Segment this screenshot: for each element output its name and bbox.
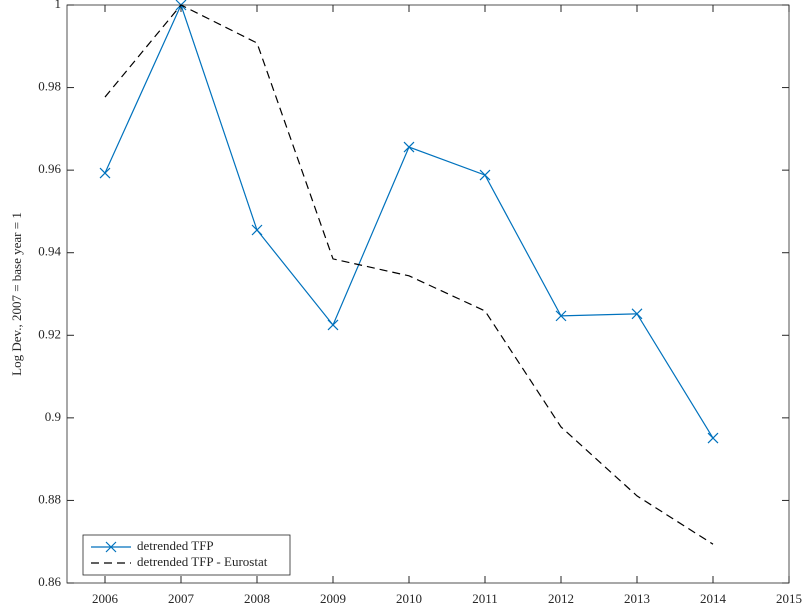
x-tick-label: 2007	[168, 591, 195, 606]
marker	[479, 169, 491, 181]
legend-marker	[105, 541, 117, 553]
x-tick-label: 2010	[396, 591, 422, 606]
y-tick-label: 0.9	[45, 409, 61, 424]
marker	[555, 310, 567, 322]
x-tick-label: 2008	[244, 591, 270, 606]
x-tick-label: 2006	[92, 591, 119, 606]
x-tick-label: 2015	[776, 591, 802, 606]
x-tick-label: 2011	[472, 591, 498, 606]
y-tick-label: 1	[55, 0, 62, 11]
y-tick-label: 0.92	[38, 326, 61, 341]
y-tick-label: 0.86	[38, 574, 61, 589]
marker	[327, 319, 339, 331]
x-tick-label: 2014	[700, 591, 727, 606]
marker	[99, 167, 111, 179]
marker	[403, 141, 415, 153]
legend-label: detrended TFP - Eurostat	[137, 554, 268, 569]
y-tick-label: 0.94	[38, 244, 61, 259]
legend-label: detrended TFP	[137, 538, 214, 553]
y-tick-label: 0.88	[38, 491, 61, 506]
marker	[707, 432, 719, 444]
marker	[251, 224, 263, 236]
x-tick-label: 2009	[320, 591, 346, 606]
legend-box	[82, 534, 291, 576]
y-axis-label: Log Dev., 2007 = base year = 1	[9, 212, 24, 376]
x-tick-label: 2012	[548, 591, 574, 606]
y-tick-label: 0.96	[38, 161, 61, 176]
y-tick-label: 0.98	[38, 79, 61, 94]
series-line	[104, 4, 714, 545]
x-tick-label: 2013	[624, 591, 650, 606]
plot-area	[66, 4, 790, 584]
marker	[631, 308, 643, 320]
